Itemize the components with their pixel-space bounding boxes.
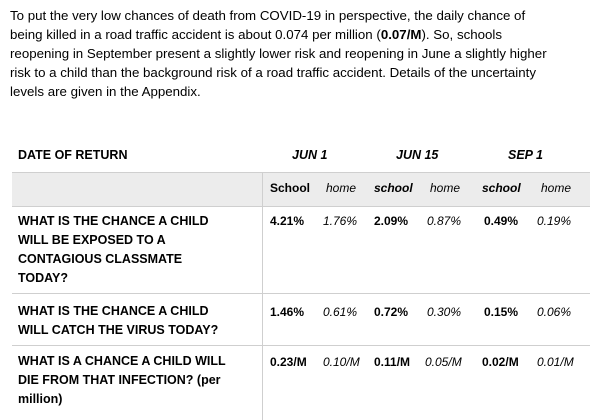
divider — [12, 172, 590, 173]
intro-paragraph: To put the very low chances of death fro… — [10, 6, 590, 101]
value-cell: 0.72% — [374, 305, 409, 319]
value-cell: 4.21% — [270, 214, 305, 228]
divider — [12, 293, 590, 294]
subheader-background — [12, 173, 590, 206]
question-line: WHAT IS THE CHANCE A CHILD — [18, 214, 209, 228]
value-cell: 2.09% — [374, 214, 409, 228]
value-cell: 0.49% — [484, 214, 519, 228]
column-divider — [262, 173, 263, 420]
value-cell: 0.01/M — [537, 355, 574, 369]
value-cell: 0.61% — [323, 305, 358, 319]
question-line: million) — [18, 392, 63, 406]
intro-text: ). So, schools — [421, 27, 503, 42]
value-cell: 0.19% — [537, 214, 572, 228]
question-infection: WHAT IS THE CHANCE A CHILD WILL CATCH TH… — [18, 302, 258, 340]
value-cell: 0.15% — [484, 305, 519, 319]
question-line: WILL BE EXPOSED TO A — [18, 233, 166, 247]
date-header-jun1: JUN 1 — [292, 148, 328, 162]
intro-bold-value: 0.07/M — [380, 27, 422, 42]
divider — [12, 345, 590, 346]
question-line: CONTAGIOUS CLASSMATE — [18, 252, 183, 266]
question-line: DIE FROM THAT INFECTION? (per — [18, 373, 221, 387]
intro-line: reopening in September present a slightl… — [10, 46, 547, 61]
value-cell: 0.02/M — [482, 355, 519, 369]
intro-line: To put the very low chances of death fro… — [10, 8, 526, 23]
value-cell: 0.11/M — [374, 355, 411, 369]
question-death: WHAT IS A CHANCE A CHILD WILL DIE FROM T… — [18, 352, 258, 409]
value-cell: 0.87% — [427, 214, 462, 228]
question-line: WHAT IS THE CHANCE A CHILD — [18, 304, 209, 318]
divider — [12, 206, 590, 207]
question-line: TODAY? — [18, 271, 69, 285]
question-line: WILL CATCH THE VIRUS TODAY? — [18, 323, 219, 337]
subheader-jun15-home: home — [430, 181, 461, 195]
value-cell: 0.10/M — [323, 355, 360, 369]
value-cell: 1.76% — [323, 214, 358, 228]
intro-text: being killed in a road traffic accident … — [10, 27, 381, 42]
value-cell: 0.23/M — [270, 355, 307, 369]
intro-line: levels are given in the Appendix. — [10, 84, 201, 99]
subheader-sep1-home: home — [541, 181, 572, 195]
question-exposure: WHAT IS THE CHANCE A CHILD WILL BE EXPOS… — [18, 212, 258, 288]
value-cell: 0.30% — [427, 305, 462, 319]
subheader-sep1-school: school — [482, 181, 521, 195]
value-cell: 0.05/M — [425, 355, 462, 369]
value-cell: 0.06% — [537, 305, 572, 319]
date-header-sep1: SEP 1 — [508, 148, 543, 162]
intro-line: risk to a child than the background risk… — [10, 65, 536, 80]
date-header-jun15: JUN 15 — [396, 148, 439, 162]
intro-line: being killed in a road traffic accident … — [10, 25, 590, 44]
question-line: WHAT IS A CHANCE A CHILD WILL — [18, 354, 226, 368]
subheader-jun1-home: home — [326, 181, 357, 195]
date-of-return-header: DATE OF RETURN — [18, 148, 128, 162]
subheader-jun1-school: School — [270, 181, 311, 195]
subheader-jun15-school: school — [374, 181, 413, 195]
value-cell: 1.46% — [270, 305, 305, 319]
